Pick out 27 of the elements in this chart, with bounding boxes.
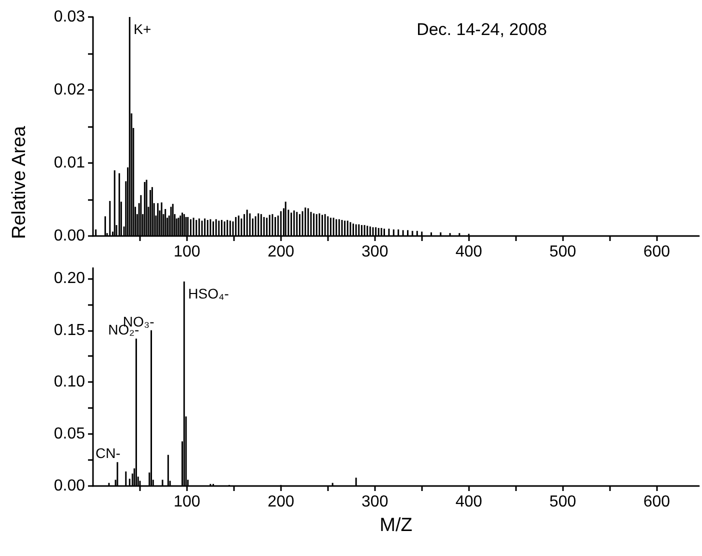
y-tick-label: 0.05 — [54, 426, 86, 443]
x-tick-label: 200 — [268, 494, 294, 510]
x-tick-label: 100 — [174, 244, 200, 260]
x-tick-label: 400 — [455, 494, 482, 510]
y-tick-label: 0.01 — [54, 154, 86, 172]
y-tick-label: 0.02 — [54, 82, 86, 98]
y-tick-label: 0.15 — [54, 322, 86, 339]
x-tick-label: 100 — [174, 494, 200, 510]
x-tick-label: 600 — [643, 494, 670, 510]
y-tick-label: 0.00 — [54, 228, 86, 244]
x-tick-label: 200 — [268, 244, 294, 260]
y-tick-label: 0.03 — [54, 8, 86, 26]
x-tick-label: 300 — [362, 244, 388, 260]
y-axis-title: Relative Area — [9, 126, 30, 240]
annotation: CN- — [96, 445, 121, 462]
annotation: K+ — [134, 21, 152, 37]
y-tick-label: 0.00 — [54, 478, 86, 494]
x-axis-title: M/Z — [380, 515, 413, 536]
x-tick-label: 500 — [549, 494, 576, 510]
x-tick-label: 500 — [549, 244, 576, 260]
y-tick-label: 0.20 — [54, 270, 86, 287]
x-tick-label: 300 — [362, 494, 388, 510]
y-tick-label: 0.10 — [54, 374, 86, 391]
annotation: HSO₄- — [188, 285, 230, 302]
x-tick-label: 400 — [455, 244, 482, 260]
x-tick-label: 600 — [643, 244, 670, 260]
chart-title: Dec. 14-24, 2008 — [416, 20, 547, 39]
